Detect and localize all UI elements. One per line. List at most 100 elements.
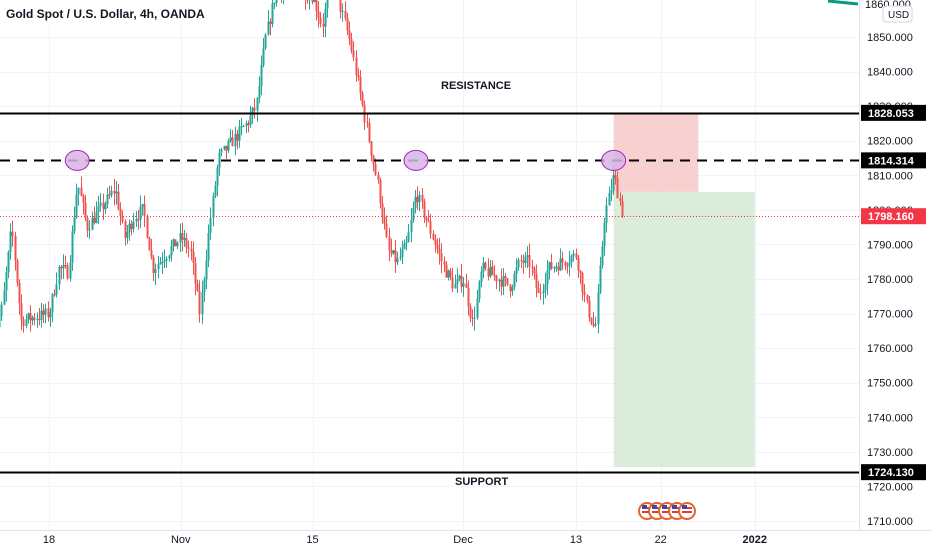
candle-body — [95, 212, 98, 223]
candle-body — [262, 48, 265, 66]
touch-marker-circle[interactable] — [601, 149, 627, 171]
candle-body — [117, 191, 120, 210]
candle-body — [139, 206, 142, 220]
candle-body — [185, 238, 188, 248]
price-tick-label: 1720.000 — [867, 481, 913, 493]
candle-body — [357, 75, 360, 77]
support-label: SUPPORT — [455, 476, 508, 488]
candle-body — [388, 236, 391, 251]
candle-body — [150, 250, 153, 258]
price-tick-label: 1780.000 — [867, 274, 913, 286]
candle-body — [273, 2, 276, 4]
candle-body — [3, 290, 6, 305]
candle-body — [14, 235, 17, 261]
time-tick-label: 13 — [570, 534, 582, 546]
candle-body — [236, 133, 239, 141]
candle-body — [454, 283, 457, 289]
candle-body — [608, 192, 611, 206]
candle-body — [434, 239, 437, 245]
currency-badge[interactable] — [882, 5, 913, 23]
candle-body — [121, 216, 124, 222]
candle-body — [498, 279, 501, 282]
price-tick-label: 1820.000 — [867, 136, 913, 148]
touch-marker-circle[interactable] — [64, 149, 90, 171]
candle-body — [449, 270, 452, 278]
candle-body — [322, 23, 325, 27]
candle-body — [247, 123, 250, 125]
price-tick-label: 1710.000 — [867, 516, 913, 528]
price-axis-background — [859, 0, 932, 530]
short-entry-price-tag — [861, 152, 926, 169]
candle-body — [566, 265, 569, 267]
candle-body — [577, 257, 580, 271]
candle-body — [132, 221, 135, 229]
candle-body — [0, 316, 1, 328]
candle-body — [51, 294, 54, 313]
candle-body — [84, 202, 87, 219]
candle-body — [542, 290, 545, 294]
touch-marker-circle[interactable] — [403, 149, 429, 171]
candle-body — [108, 194, 111, 196]
candle-body — [20, 303, 23, 320]
candle-body — [407, 232, 410, 243]
candle-body — [275, 0, 278, 3]
symbol-title[interactable]: Gold Spot / U.S. Dollar, 4h, OANDA — [6, 7, 205, 21]
candle-body — [438, 248, 441, 254]
candle-body — [238, 126, 241, 141]
candle-body — [225, 145, 228, 151]
candle-body — [27, 313, 30, 320]
currency-label: USD — [888, 10, 909, 21]
candle-body — [229, 137, 232, 141]
candle-body — [170, 246, 173, 256]
candle-body — [214, 185, 217, 196]
candle-body — [159, 262, 162, 265]
us-flag-event-icon[interactable] — [678, 502, 696, 520]
candle-body — [555, 266, 558, 268]
candle-body — [619, 198, 622, 202]
candle-body — [429, 221, 432, 234]
candle-body — [575, 253, 578, 258]
candle-body — [58, 266, 61, 285]
candle-body — [319, 17, 322, 24]
candle-body — [311, 0, 314, 2]
candle-body — [359, 76, 362, 93]
price-tick-label: 1850.000 — [867, 32, 913, 44]
price-tick-label: 1810.000 — [867, 170, 913, 182]
candle-body — [77, 187, 80, 195]
candle-body — [126, 231, 129, 238]
candle-body — [137, 219, 140, 221]
candle-body — [504, 276, 507, 279]
candle-body — [568, 262, 571, 266]
price-tick-label: 1730.000 — [867, 447, 913, 459]
candle-body — [614, 175, 617, 179]
candle-body — [128, 223, 131, 232]
economic-event-icons[interactable] — [638, 502, 696, 520]
time-tick-label: 22 — [655, 534, 667, 546]
candle-body — [535, 273, 538, 289]
candle-body — [203, 279, 206, 293]
candle-body — [465, 283, 468, 288]
price-axis[interactable]: 1860.000 USD 1710.0001720.0001730.000174… — [859, 0, 932, 530]
candle-body — [487, 268, 490, 277]
level-lines — [0, 112, 859, 474]
candle-body — [161, 261, 164, 263]
stop-loss-zone[interactable] — [613, 113, 699, 192]
candle-body — [590, 317, 593, 324]
candle-body — [324, 8, 327, 27]
candle-body — [610, 190, 613, 193]
candle-body — [174, 239, 177, 247]
candle-body — [62, 264, 65, 269]
candle-body — [38, 318, 41, 320]
candle-body — [179, 232, 182, 243]
candle-body — [154, 269, 157, 274]
resistance-label: RESISTANCE — [441, 80, 511, 92]
candle-body — [370, 141, 373, 156]
candle-body — [172, 239, 175, 247]
candle-body — [594, 324, 597, 326]
take-profit-zone[interactable] — [613, 191, 755, 468]
time-axis[interactable]: 18 Nov 15 Dec 13 22 2022 — [0, 530, 932, 550]
candle-body — [592, 323, 595, 326]
candle-body — [392, 250, 395, 254]
candle-body — [414, 196, 417, 209]
